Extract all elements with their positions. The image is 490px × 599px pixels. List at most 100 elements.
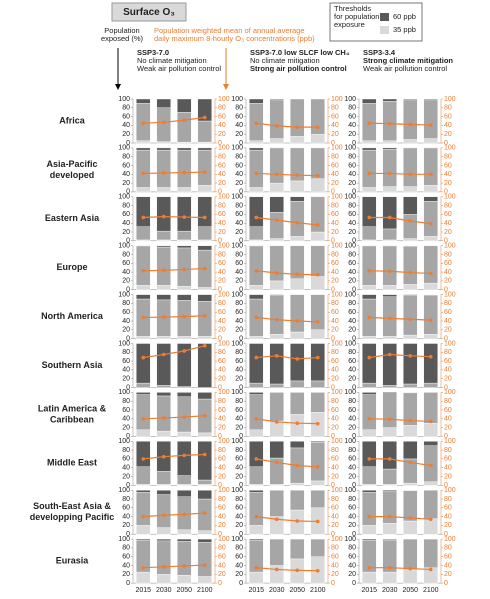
bar-segment (269, 441, 284, 459)
y2-tick-label: 100 (331, 243, 343, 250)
mean-marker (202, 215, 207, 220)
bar-segment (382, 246, 397, 286)
y2-tick-label: 40 (444, 513, 452, 520)
bar-segment (249, 149, 264, 188)
bar-segment (269, 245, 284, 282)
bar-segment (177, 285, 192, 290)
bar-segment (290, 236, 305, 241)
y2-tick-label: 60 (444, 113, 452, 120)
y-tick-label: 0 (352, 238, 356, 245)
mean-marker (274, 420, 279, 424)
bar-segment (290, 414, 305, 437)
y-tick-label: 60 (122, 505, 130, 512)
mean-marker (408, 172, 413, 177)
mean-marker (161, 268, 166, 273)
mean-marker (202, 413, 207, 418)
y2-tick-label: 100 (444, 487, 456, 494)
y2-tick-label: 20 (218, 376, 226, 383)
bar-segment (156, 187, 171, 193)
bar-segment (156, 98, 171, 109)
y2-tick-label: 80 (331, 349, 339, 356)
y2-tick-label: 100 (444, 438, 456, 445)
y-tick-label: 40 (348, 220, 356, 227)
bar-segment (249, 392, 264, 395)
bar-segment (177, 230, 192, 241)
mean-marker (315, 223, 320, 227)
y2-tick-label: 0 (331, 189, 335, 196)
bar-segment (403, 425, 418, 437)
bar-segment (156, 196, 171, 232)
x-tick-label: 2050 (176, 587, 192, 594)
y2-tick-label: 0 (218, 433, 222, 440)
bar-segment (177, 529, 192, 535)
y-tick-label: 80 (235, 105, 243, 112)
bar-segment (423, 392, 438, 424)
bar-segment (423, 490, 438, 520)
y-tick-label: 40 (235, 367, 243, 374)
y-tick-label: 0 (239, 238, 243, 245)
mean-marker (274, 218, 279, 222)
y2-tick-label: 80 (218, 447, 226, 454)
y2-tick-label: 60 (444, 554, 452, 561)
bar-segment (382, 427, 397, 437)
bar-segment (290, 441, 305, 449)
y2-tick-label: 100 (218, 389, 230, 396)
y-tick-label: 80 (122, 349, 130, 356)
y2-tick-label: 80 (218, 251, 226, 258)
y2-tick-label: 80 (218, 398, 226, 405)
y2-tick-label: 60 (331, 554, 339, 561)
scenario-label: Weak air pollution control (363, 64, 447, 73)
y2-tick-label: 80 (444, 447, 452, 454)
mean-marker (182, 267, 187, 272)
y2-tick-label: 60 (444, 456, 452, 463)
x-tick-label: 2030 (156, 587, 172, 594)
mean-line (369, 216, 431, 225)
y2-tick-label: 100 (218, 340, 230, 347)
bar-segment (269, 98, 284, 101)
bar-segment (382, 490, 397, 492)
y2-tick-label: 0 (331, 238, 335, 245)
bar-segment (382, 523, 397, 535)
mean-marker (315, 421, 320, 426)
y-tick-label: 0 (352, 287, 356, 294)
y2-tick-label: 100 (218, 194, 230, 201)
y-tick-label: 40 (122, 416, 130, 423)
x-tick-label: 2030 (382, 587, 398, 594)
y-tick-label: 60 (348, 358, 356, 365)
bar-segment (403, 383, 418, 388)
bar-segment (249, 245, 264, 247)
bar-segment (362, 441, 377, 468)
mean-marker (161, 315, 166, 319)
y-tick-label: 20 (235, 424, 243, 431)
legend-label: 35 ppb (393, 25, 416, 34)
mean-marker (387, 417, 392, 422)
y2-tick-label: 100 (331, 389, 343, 396)
mean-marker (387, 565, 392, 570)
bar-segment (403, 334, 418, 339)
bar-segment (310, 441, 325, 482)
bar-segment (362, 196, 377, 227)
y-tick-label: 100 (231, 536, 243, 543)
mean-marker (202, 511, 207, 515)
mean-marker (161, 513, 166, 518)
x-tick-label: 2050 (289, 587, 305, 594)
y2-tick-label: 40 (444, 171, 452, 178)
y-tick-label: 20 (348, 376, 356, 383)
y-tick-label: 20 (122, 131, 130, 138)
y2-tick-label: 20 (444, 180, 452, 187)
y-tick-label: 40 (348, 513, 356, 520)
mean-marker (254, 355, 259, 360)
y-tick-label: 100 (344, 145, 356, 152)
bar-segment (382, 98, 397, 102)
bar-segment (136, 336, 151, 339)
y2-tick-label: 80 (218, 545, 226, 552)
mean-line (256, 516, 318, 523)
y2-tick-label: 0 (444, 384, 448, 391)
bar-segment (362, 187, 377, 193)
y2-tick-label: 0 (444, 482, 448, 489)
y-tick-label: 20 (122, 424, 130, 431)
y-tick-label: 0 (126, 433, 130, 440)
y-tick-label: 20 (122, 473, 130, 480)
mean-marker (295, 220, 300, 225)
y2-tick-label: 40 (218, 513, 226, 520)
